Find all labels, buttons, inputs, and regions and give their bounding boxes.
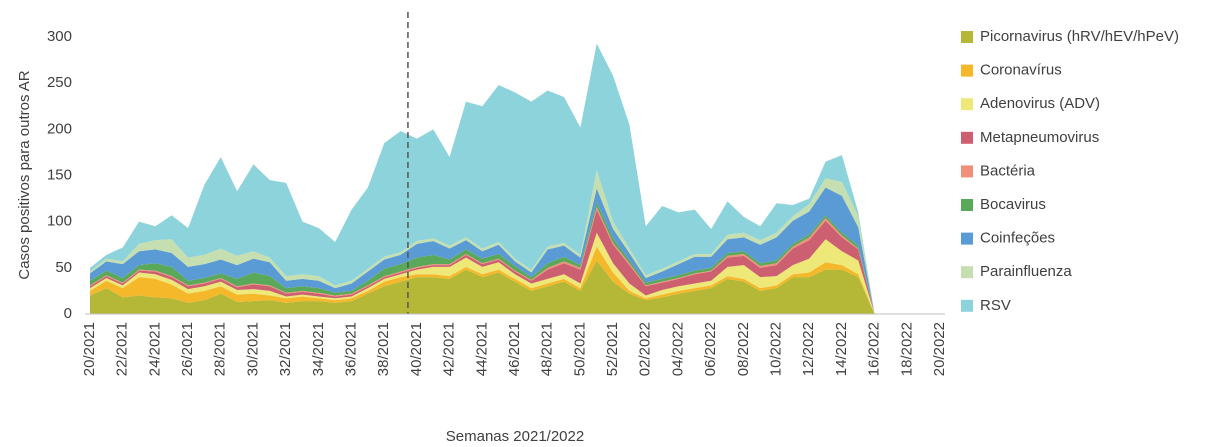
area: [90, 187, 875, 314]
x-tick-label: 42/2021: [441, 322, 458, 376]
legend-swatch: [961, 299, 973, 312]
legend-swatch: [961, 165, 973, 178]
legend-swatch: [961, 131, 973, 144]
legend-label: Metapneumovirus: [980, 129, 1099, 146]
x-tick-label: 34/2021: [310, 322, 327, 376]
y-tick-label: 50: [55, 259, 72, 276]
legend-swatch: [961, 199, 973, 211]
x-tick-label: 20/2021: [81, 322, 98, 376]
legend-label: Coronavírus: [980, 62, 1062, 79]
legend-label: Picornavirus (hRV/hEV/hPeV): [980, 28, 1179, 45]
legend-swatch: [961, 266, 973, 279]
y-tick-label: 100: [47, 213, 72, 230]
legend-label: Adenovirus (ADV): [980, 95, 1100, 112]
x-tick-label: 44/2021: [473, 322, 490, 376]
x-tick-label: 04/2022: [669, 322, 686, 376]
x-tick-label: 50/2021: [571, 322, 588, 376]
x-tick-label: 32/2021: [277, 322, 294, 376]
x-tick-label: 12/2022: [800, 322, 817, 376]
x-tick-label: 28/2021: [212, 322, 229, 376]
x-tick-label: 24/2021: [146, 322, 163, 376]
x-tick-label: 08/2022: [735, 322, 752, 376]
legend-label: Parainfluenza: [980, 263, 1072, 280]
legend-swatch: [961, 64, 973, 77]
legend-swatch: [961, 31, 973, 43]
x-tick-label: 30/2021: [244, 322, 261, 376]
x-tick-label: 36/2021: [343, 322, 360, 376]
y-tick-label: 300: [47, 28, 72, 45]
legend-label: RSV: [980, 297, 1011, 314]
y-axis-title: Casos positivos para outros AR: [16, 70, 33, 279]
x-tick-label: 26/2021: [179, 322, 196, 376]
area: [90, 232, 875, 314]
x-tick-label: 22/2021: [114, 322, 131, 376]
legend-swatch: [961, 98, 973, 111]
x-tick-label: 18/2022: [898, 322, 915, 376]
x-tick-label: 06/2022: [702, 322, 719, 376]
x-tick-label: 38/2021: [375, 322, 392, 376]
y-tick-label: 0: [64, 305, 72, 322]
x-tick-label: 10/2022: [768, 322, 785, 376]
x-tick-label: 14/2022: [833, 322, 850, 376]
legend-label: Coinfeções: [980, 230, 1055, 247]
y-tick-label: 250: [47, 74, 72, 91]
y-tick-label: 150: [47, 166, 72, 183]
legend-label: Bactéria: [980, 162, 1036, 179]
y-tick-label: 200: [47, 120, 72, 137]
x-axis-title: Semanas 2021/2022: [446, 428, 584, 445]
area: [90, 169, 875, 314]
x-tick-label: 40/2021: [408, 322, 425, 376]
area: [90, 260, 875, 314]
legend-swatch: [961, 232, 973, 245]
x-tick-label: 46/2021: [506, 322, 523, 376]
legend-label: Bocavirus: [980, 196, 1046, 213]
x-tick-label: 16/2022: [866, 322, 883, 376]
area: [90, 43, 875, 315]
x-tick-label: 48/2021: [539, 322, 556, 376]
x-tick-label: 52/2021: [604, 322, 621, 376]
x-tick-label: 02/2022: [637, 322, 654, 376]
x-tick-label: 20/2022: [931, 322, 948, 376]
